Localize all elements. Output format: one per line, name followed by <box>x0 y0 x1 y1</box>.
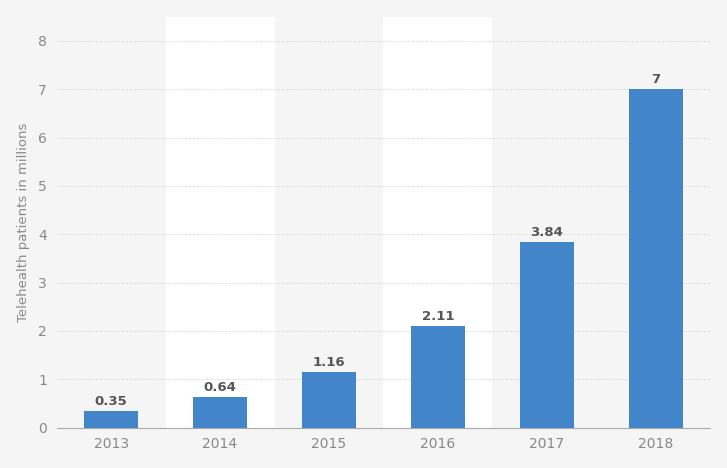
Bar <box>383 17 492 428</box>
Text: 2.11: 2.11 <box>422 310 454 323</box>
Bar <box>302 372 356 428</box>
Bar <box>166 17 275 428</box>
Bar <box>520 242 574 428</box>
Y-axis label: Telehealth patients in millions: Telehealth patients in millions <box>17 123 30 322</box>
Text: 0.64: 0.64 <box>204 381 236 394</box>
Text: 0.35: 0.35 <box>95 395 127 408</box>
Bar <box>193 397 247 428</box>
Bar <box>84 411 138 428</box>
Text: 1.16: 1.16 <box>313 356 345 369</box>
Bar <box>629 89 683 428</box>
Bar <box>411 326 465 428</box>
Text: 3.84: 3.84 <box>531 226 563 239</box>
Text: 7: 7 <box>651 73 660 86</box>
